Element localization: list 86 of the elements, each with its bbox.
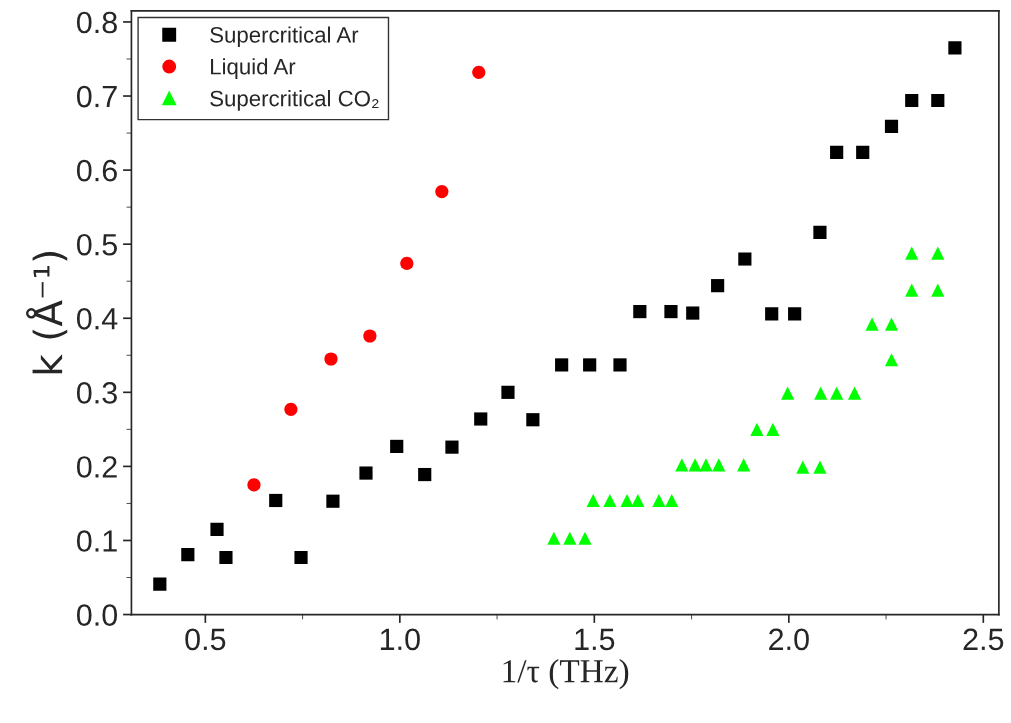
point: [931, 246, 945, 260]
point: [884, 119, 899, 133]
point: [884, 353, 899, 367]
point: [847, 386, 862, 400]
point: [586, 493, 600, 508]
y-tick-label: 0.7: [76, 85, 117, 108]
y-tick-label: 0.4: [76, 307, 118, 330]
point: [664, 305, 678, 319]
x-tick-label: 1.5: [575, 628, 615, 651]
point: [686, 306, 700, 320]
point: [153, 577, 167, 591]
y-tick-label: 0.2: [76, 456, 117, 478]
point: [620, 493, 634, 508]
y-axis-title: k (Å⁻¹): [26, 252, 68, 374]
point: [474, 412, 488, 426]
point: [324, 352, 338, 366]
point: [830, 145, 844, 159]
point: [675, 458, 689, 472]
point: [547, 531, 561, 545]
point: [359, 466, 373, 480]
point: [326, 494, 340, 508]
point: [765, 307, 779, 321]
point: [856, 145, 870, 159]
x-tick-label: 2.5: [963, 628, 1004, 651]
x-tick-label: 0.5: [185, 628, 226, 651]
y-tick-label: 0.0: [76, 604, 118, 626]
point: [613, 358, 627, 372]
point: [501, 385, 515, 399]
y-tick-label: 0.6: [76, 159, 117, 182]
point: [737, 458, 751, 472]
point: [931, 283, 945, 297]
point: [750, 422, 764, 436]
point: [247, 478, 261, 492]
point: [830, 386, 844, 400]
point: [445, 440, 459, 454]
legend-label: Liquid Ar: [211, 58, 296, 79]
x-tick-label: 1.0: [380, 628, 420, 651]
point: [766, 422, 780, 436]
point: [781, 386, 795, 400]
point: [435, 185, 449, 199]
legend-label: Supercritical Ar: [210, 26, 359, 48]
point: [931, 93, 945, 108]
point: [711, 279, 725, 293]
point: [865, 317, 879, 331]
point: [699, 458, 713, 472]
point: [472, 65, 486, 79]
legend-label: Supercritical CO₂: [210, 90, 379, 111]
y-tick-label: 0.5: [76, 233, 117, 256]
point: [219, 550, 233, 565]
point: [688, 458, 702, 472]
point: [884, 317, 899, 331]
point: [284, 402, 298, 416]
point: [603, 493, 617, 508]
point: [813, 225, 827, 239]
point: [418, 467, 432, 482]
point: [948, 41, 962, 55]
point: [269, 493, 283, 508]
point: [578, 531, 592, 545]
x-axis-title: 1/τ (THz): [503, 659, 629, 690]
point: [181, 547, 195, 562]
point: [905, 246, 919, 260]
point: [665, 493, 679, 508]
point: [210, 522, 224, 536]
point: [555, 358, 569, 372]
y-tick-label: 0.3: [76, 382, 117, 404]
point: [583, 358, 597, 372]
point: [652, 493, 666, 508]
point: [813, 460, 827, 474]
point: [788, 307, 802, 321]
point: [294, 550, 308, 565]
point: [633, 305, 647, 319]
point: [738, 252, 752, 266]
point: [905, 93, 919, 108]
point: [390, 439, 404, 453]
point: [905, 283, 919, 297]
x-tick-label: 2.0: [769, 628, 809, 651]
y-tick-label: 0.8: [76, 11, 117, 34]
point: [363, 329, 377, 343]
y-tick-label: 0.1: [76, 530, 117, 552]
point: [796, 460, 810, 474]
point: [814, 386, 828, 400]
point: [631, 493, 645, 508]
point: [712, 458, 726, 472]
point: [400, 256, 414, 271]
point: [563, 531, 577, 545]
point: [526, 413, 540, 427]
